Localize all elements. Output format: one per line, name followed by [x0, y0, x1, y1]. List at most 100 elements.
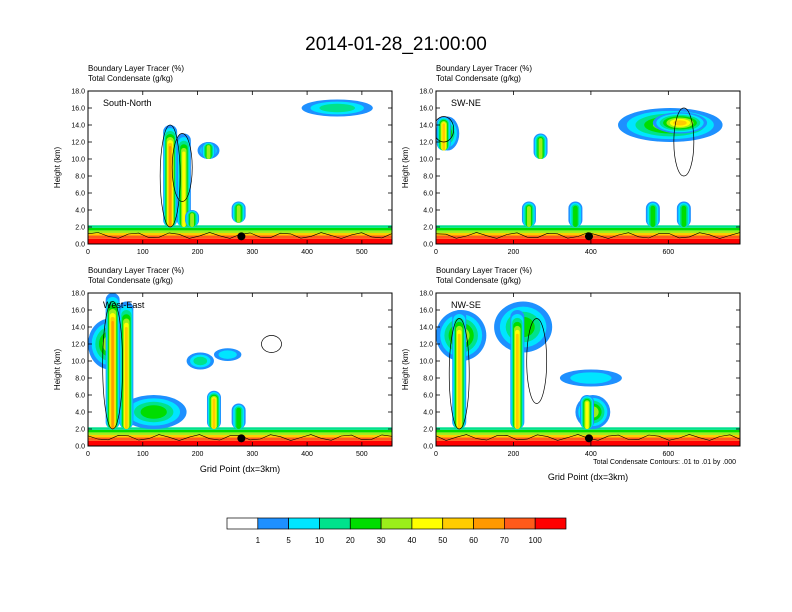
colorbar-swatch — [442, 517, 474, 530]
tracer-plume — [236, 407, 241, 429]
panel-name: SW-NE — [451, 98, 481, 108]
panel-sw-ne: 0.0 2.0 4.0 6.0 8.0 10.0 12.0 14.0 16.0 18.0 0 200 4… — [401, 64, 741, 256]
panel-subtitle-tracer: Boundary Layer Tracer (%) — [88, 266, 184, 275]
tracer-plume — [124, 327, 128, 429]
y-tick-label: 2.0 — [423, 225, 433, 232]
x-axis-label: Grid Point (dx=3km) — [548, 472, 628, 482]
y-tick-label: 12.0 — [419, 342, 433, 349]
tracer-plume — [182, 151, 186, 227]
boundary-layer-band — [88, 225, 392, 228]
x-tick-label: 0 — [434, 451, 438, 458]
y-tick-label: 4.0 — [75, 410, 85, 417]
y-tick-label: 0.0 — [423, 444, 433, 451]
plot-area — [436, 107, 740, 244]
tracer-plume — [212, 398, 216, 429]
colorbar-swatch — [504, 517, 536, 530]
panel-subtitle-condensate: Total Condensate (g/kg) — [436, 74, 521, 83]
y-tick-label: 4.0 — [423, 410, 433, 417]
x-tick-label: 200 — [192, 249, 204, 256]
plot-area — [436, 301, 740, 446]
boundary-layer-band — [436, 238, 740, 244]
y-tick-label: 18.0 — [419, 89, 433, 96]
y-axis-label: Height (km) — [401, 348, 410, 390]
x-tick-label: 400 — [301, 451, 313, 458]
x-tick-label: 400 — [585, 249, 597, 256]
condensate-contour — [448, 318, 470, 430]
y-tick-label: 18.0 — [71, 291, 85, 298]
y-tick-label: 6.0 — [423, 393, 433, 400]
x-tick-label: 600 — [663, 249, 675, 256]
y-axis-label: Height (km) — [401, 146, 410, 188]
y-tick-label: 10.0 — [419, 359, 433, 366]
panel-name: South-North — [103, 98, 152, 108]
colorbar-level-label: 5 — [286, 536, 291, 545]
y-tick-label: 8.0 — [75, 376, 85, 383]
y-tick-label: 6.0 — [75, 393, 85, 400]
y-tick-label: 10.0 — [71, 157, 85, 164]
panel-name: NW-SE — [451, 300, 481, 310]
tracer-plume — [442, 123, 446, 151]
colorbar-level-label: 20 — [346, 536, 355, 545]
y-tick-label: 14.0 — [419, 325, 433, 332]
plot-area — [88, 293, 392, 446]
y-tick-label: 0.0 — [75, 444, 85, 451]
panel-subtitle-tracer: Boundary Layer Tracer (%) — [436, 64, 532, 73]
y-tick-label: 2.0 — [423, 427, 433, 434]
tracer-plume — [681, 205, 687, 227]
y-tick-label: 16.0 — [71, 308, 85, 315]
y-tick-label: 8.0 — [423, 174, 433, 181]
x-tick-label: 200 — [508, 451, 520, 458]
y-tick-label: 2.0 — [75, 225, 85, 232]
colorbar-level-label: 30 — [377, 536, 386, 545]
y-tick-label: 6.0 — [423, 191, 433, 198]
y-tick-label: 0.0 — [75, 242, 85, 249]
condensate-contour — [102, 301, 123, 430]
panels-group: 0.0 2.0 4.0 6.0 8.0 10.0 12.0 14.0 16.0 18.0 0 100 2… — [53, 64, 741, 482]
cloud-patch — [319, 103, 356, 113]
boundary-layer-band — [88, 429, 392, 433]
colorbar-swatch — [226, 517, 259, 530]
colorbar-swatch — [380, 517, 413, 530]
colorbar-level-label: 60 — [469, 536, 478, 545]
tracer-plume — [527, 206, 531, 227]
y-tick-label: 14.0 — [71, 325, 85, 332]
y-tick-label: 0.0 — [423, 242, 433, 249]
x-tick-label: 300 — [246, 451, 258, 458]
cloud-patch — [218, 350, 237, 359]
tracer-plume — [457, 333, 461, 429]
location-marker — [584, 434, 593, 443]
condensate-contour — [436, 116, 455, 143]
boundary-layer-band — [436, 227, 740, 231]
boundary-layer-band — [88, 227, 392, 231]
colorbar-level-label: 50 — [438, 536, 447, 545]
panel-frame — [87, 90, 393, 245]
figure-title: 2014-01-28_21:00:00 — [305, 34, 487, 55]
boundary-layer-band — [88, 440, 392, 446]
panel-frame — [435, 90, 741, 245]
tracer-plume — [206, 145, 211, 159]
x-tick-label: 200 — [192, 451, 204, 458]
panel-west-east: 0.0 2.0 4.0 6.0 8.0 10.0 12.0 14.0 16.0 18.0 0 100 2… — [53, 266, 393, 474]
x-tick-label: 600 — [663, 451, 675, 458]
y-tick-label: 14.0 — [419, 123, 433, 130]
colorbar-swatch — [288, 517, 320, 530]
y-tick-label: 18.0 — [71, 89, 85, 96]
tracer-plume — [538, 138, 543, 159]
x-tick-label: 200 — [508, 249, 520, 256]
boundary-layer-band — [436, 225, 740, 228]
tracer-plume — [573, 205, 578, 227]
boundary-layer-band — [436, 429, 740, 433]
colorbar-level-label: 40 — [407, 536, 416, 545]
panel-south-north: 0.0 2.0 4.0 6.0 8.0 10.0 12.0 14.0 16.0 18.0 0 100 2… — [53, 64, 393, 256]
cloud-patch — [140, 405, 167, 419]
colorbar-swatch — [411, 517, 444, 530]
tracer-plume — [190, 213, 194, 227]
condensate-contour — [261, 335, 282, 353]
panel-frame — [435, 292, 741, 447]
x-tick-label: 500 — [356, 451, 368, 458]
colorbar-swatch — [534, 517, 567, 530]
tracer-plume — [111, 321, 114, 429]
x-axis-label: Grid Point (dx=3km) — [200, 464, 280, 474]
y-tick-label: 2.0 — [75, 427, 85, 434]
